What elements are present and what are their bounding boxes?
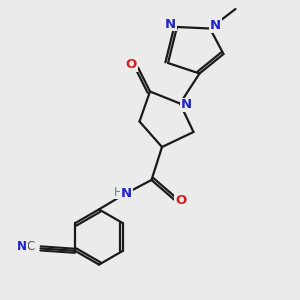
- Text: N: N: [121, 187, 132, 200]
- Text: N: N: [210, 19, 221, 32]
- Text: O: O: [126, 58, 137, 71]
- Text: N: N: [181, 98, 192, 112]
- Text: N: N: [165, 17, 176, 31]
- Text: O: O: [175, 194, 186, 208]
- Text: H: H: [114, 185, 123, 199]
- Text: C: C: [27, 240, 35, 254]
- Text: N: N: [17, 240, 27, 254]
